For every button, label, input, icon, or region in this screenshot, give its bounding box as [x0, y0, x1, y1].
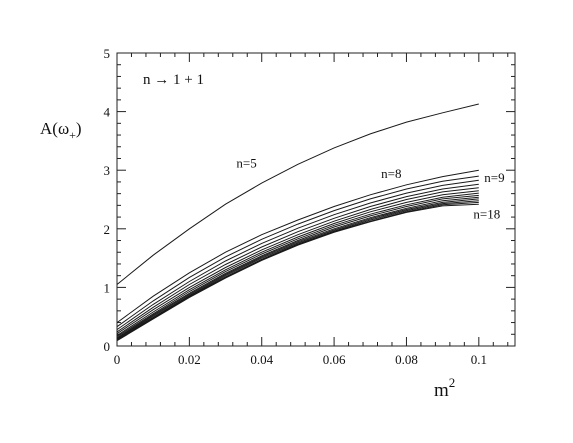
series-line-13: [116, 201, 479, 341]
series-line-5: [116, 183, 479, 333]
y-tick-label: 4: [104, 105, 111, 120]
x-tick-label: 0: [114, 352, 121, 367]
y-axis-title-main: A(ω: [40, 119, 69, 138]
series-line-1: [116, 103, 479, 285]
x-axis-title-superscript: 2: [449, 375, 456, 390]
plot-frame: [116, 52, 516, 347]
y-tick-label: 3: [104, 163, 111, 178]
x-tick-label: 0.02: [178, 352, 201, 367]
axes-frame: [116, 52, 516, 347]
annotations: n=5 n=8 n=9 n=18: [236, 155, 504, 221]
series-line-11: [116, 198, 479, 340]
series-line-14: [116, 203, 479, 342]
curve-annotation: n=8: [381, 166, 401, 181]
y-tick-label: 0: [104, 339, 111, 354]
series-line-6: [116, 187, 479, 335]
x-axis-title-main: m: [434, 380, 449, 401]
y-tick-label: 5: [104, 46, 111, 61]
series-line-12: [116, 200, 479, 341]
series-line-10: [116, 196, 479, 339]
series-line-8: [116, 192, 479, 338]
curve-annotation: n=18: [473, 206, 500, 221]
series-line-4: [116, 179, 479, 331]
tick-marks: [116, 52, 515, 347]
curve-annotation: n=9: [484, 170, 504, 185]
y-tick-label: 1: [104, 280, 111, 295]
x-tick-labels: 0 0.02 0.04 0.06 0.08 0.1: [114, 352, 487, 367]
y-axis-title-subscript: +: [69, 128, 76, 142]
y-axis-title: A(ω+): [40, 119, 82, 142]
series-lines: [116, 103, 479, 342]
x-tick-label: 0.1: [471, 352, 487, 367]
x-tick-label: 0.04: [250, 352, 273, 367]
series-line-3: [116, 175, 479, 328]
x-tick-label: 0.06: [323, 352, 346, 367]
y-tick-labels: 0 1 2 3 4 5: [104, 46, 111, 354]
x-axis-title: m2: [434, 375, 455, 401]
series-line-9: [116, 194, 479, 339]
curve-annotation: n=5: [236, 155, 256, 170]
y-tick-label: 2: [104, 222, 111, 237]
x-tick-label: 0.08: [395, 352, 418, 367]
y-axis-title-close: ): [76, 119, 82, 138]
series-line-7: [116, 190, 479, 336]
series-line-2: [116, 169, 479, 324]
inset-label: n → 1 + 1: [143, 72, 204, 88]
